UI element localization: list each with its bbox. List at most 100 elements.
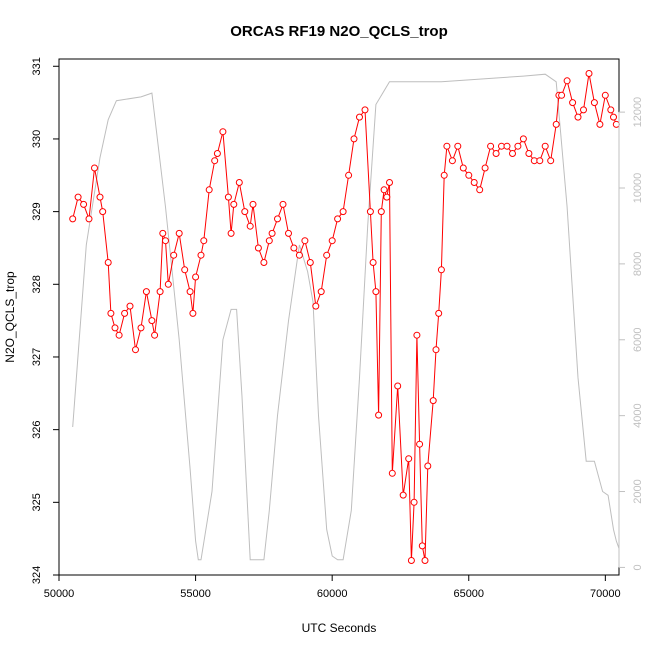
n2o-point — [142, 288, 150, 296]
y-axis-label: N2O_QCLS_trop — [3, 271, 17, 363]
n2o-point — [421, 557, 429, 564]
n2o-point — [361, 106, 369, 114]
x-axis-label: UTC Seconds — [302, 621, 377, 635]
n2o-point — [350, 135, 358, 143]
n2o-point — [99, 208, 107, 216]
n2o-point — [429, 397, 437, 405]
n2o-point — [372, 288, 380, 296]
x-tick-label: 65000 — [453, 588, 484, 600]
n2o-point — [418, 542, 426, 550]
n2o-point — [285, 229, 292, 237]
x-axis: 50000 55000 60000 65000 70000 — [44, 574, 621, 600]
n2o-point — [383, 193, 391, 201]
n2o-point — [481, 164, 489, 172]
y-tick-label: 324 — [31, 566, 43, 584]
n2o-point — [279, 200, 287, 208]
n2o-point — [448, 157, 456, 165]
n2o-point — [366, 208, 374, 216]
n2o-point — [612, 120, 620, 128]
n2o-point — [407, 557, 415, 564]
n2o-point — [148, 317, 156, 325]
n2o-point — [104, 259, 112, 266]
y-tick-label: 329 — [31, 202, 43, 220]
right-y-axis: 0 2000 4000 6000 8000 10000 12000 — [618, 97, 644, 570]
n2o-point — [514, 142, 522, 150]
n2o-point — [164, 280, 172, 288]
n2o-point — [317, 288, 325, 296]
n2o-point — [443, 142, 451, 150]
x-tick-label: 50000 — [44, 588, 75, 600]
n2o-point — [525, 150, 533, 157]
n2o-point — [224, 193, 232, 201]
altitude-line — [72, 73, 620, 561]
n2o-point — [260, 259, 268, 266]
y-axis: 324 325 326 327 328 329 330 331 — [31, 57, 60, 584]
n2o-point — [394, 382, 402, 390]
n2o-point — [601, 91, 609, 99]
n2o-point — [74, 193, 82, 201]
n2o-point — [424, 462, 432, 470]
x-tick-label: 70000 — [590, 588, 621, 600]
y-tick-label: 331 — [31, 57, 43, 75]
n2o-point — [241, 208, 249, 216]
n2o-point — [610, 113, 617, 121]
altitude-series — [72, 73, 620, 561]
n2o-point — [107, 309, 115, 317]
n2o-point — [254, 244, 262, 252]
n2o-point — [369, 259, 377, 266]
n2o-point — [227, 229, 235, 237]
n2o-point — [111, 324, 119, 332]
n2o-point — [80, 200, 88, 208]
n2o-point — [230, 200, 238, 208]
n2o-series — [69, 70, 620, 564]
n2o-point — [91, 164, 98, 172]
n2o-point — [574, 113, 582, 121]
n2o-point — [375, 411, 383, 419]
n2o-point — [126, 302, 134, 310]
y-tick-label: 328 — [31, 275, 43, 293]
n2o-point — [410, 498, 418, 506]
n2o-point — [200, 237, 208, 245]
n2o-point — [334, 215, 342, 223]
n2o-point — [268, 229, 276, 237]
n2o-point — [541, 142, 549, 150]
n2o-point — [519, 135, 527, 143]
n2o-point — [377, 208, 385, 216]
n2o-point — [380, 186, 388, 194]
n2o-point — [170, 251, 178, 259]
n2o-point — [459, 164, 467, 172]
n2o-point — [197, 251, 205, 259]
right-tick-label: 2000 — [632, 479, 644, 503]
n2o-point — [432, 346, 440, 354]
n2o-point — [552, 120, 560, 128]
y-tick-label: 330 — [31, 130, 43, 148]
n2o-point — [96, 193, 104, 201]
n2o-point — [205, 186, 213, 194]
n2o-point — [509, 150, 516, 157]
n2o-line — [72, 73, 617, 561]
n2o-point — [585, 70, 593, 77]
x-tick-label: 55000 — [180, 588, 211, 600]
n2o-point — [246, 222, 254, 230]
right-tick-label: 0 — [632, 564, 644, 570]
n2o-point — [328, 237, 336, 245]
y-tick-label: 325 — [31, 493, 43, 511]
n2o-point — [476, 186, 484, 194]
n2o-point — [413, 331, 421, 339]
n2o-point — [306, 259, 314, 266]
n2o-point — [69, 215, 77, 223]
right-tick-label: 12000 — [632, 97, 644, 128]
right-tick-label: 4000 — [632, 403, 644, 427]
n2o-point — [235, 179, 243, 186]
n2o-point — [339, 208, 347, 216]
n2o-point — [405, 455, 413, 463]
n2o-point — [295, 251, 303, 259]
n2o-point — [547, 157, 555, 165]
n2o-point — [211, 157, 219, 165]
n2o-point — [189, 309, 197, 317]
n2o-point — [440, 171, 448, 179]
n2o-point — [416, 440, 424, 448]
n2o-point — [115, 331, 123, 339]
x-tick-label: 60000 — [317, 588, 348, 600]
n2o-point — [186, 288, 194, 296]
